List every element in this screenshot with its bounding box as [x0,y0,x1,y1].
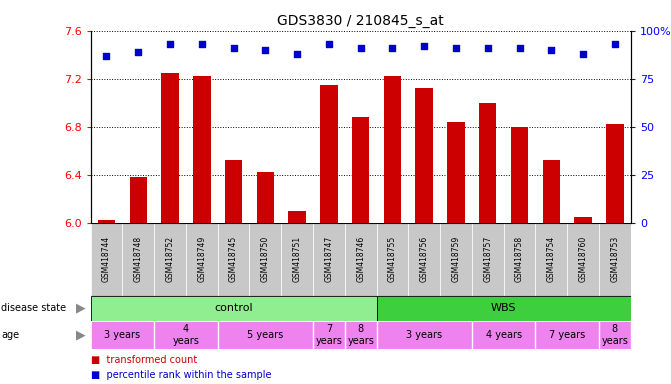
FancyBboxPatch shape [91,321,154,349]
Bar [320,85,338,223]
Text: 4
years: 4 years [172,324,199,346]
Text: 5 years: 5 years [247,330,283,340]
FancyBboxPatch shape [567,223,599,296]
Point [387,45,398,51]
Bar [193,76,211,223]
Bar [256,172,274,223]
Text: GSM418745: GSM418745 [229,236,238,282]
Point [482,45,493,51]
Text: GSM418747: GSM418747 [324,236,333,282]
FancyBboxPatch shape [599,321,631,349]
FancyBboxPatch shape [154,223,186,296]
FancyBboxPatch shape [313,223,345,296]
Bar [352,117,370,223]
FancyBboxPatch shape [217,321,313,349]
FancyBboxPatch shape [91,296,376,321]
Text: age: age [1,330,19,340]
Point [609,41,620,47]
Bar [225,161,242,223]
Point [260,47,270,53]
Text: GSM418755: GSM418755 [388,236,397,282]
Title: GDS3830 / 210845_s_at: GDS3830 / 210845_s_at [277,14,444,28]
Text: GSM418757: GSM418757 [483,236,493,282]
Point [133,49,144,55]
Point [356,45,366,51]
Point [228,45,239,51]
FancyBboxPatch shape [376,321,472,349]
FancyBboxPatch shape [250,223,281,296]
FancyBboxPatch shape [376,296,631,321]
FancyBboxPatch shape [599,223,631,296]
FancyBboxPatch shape [472,321,535,349]
Text: GSM418753: GSM418753 [611,236,619,282]
Text: GSM418752: GSM418752 [166,236,174,282]
Point [546,47,557,53]
Text: GSM418759: GSM418759 [452,236,460,282]
Text: 7
years: 7 years [315,324,342,346]
Bar [543,161,560,223]
Point [164,41,175,47]
Text: GSM418746: GSM418746 [356,236,365,282]
Point [451,45,462,51]
FancyBboxPatch shape [345,321,376,349]
FancyBboxPatch shape [535,223,567,296]
Bar [574,217,592,223]
Bar [161,73,178,223]
Text: 7 years: 7 years [549,330,585,340]
Text: GSM418760: GSM418760 [578,236,588,282]
Bar [289,211,306,223]
Point [197,41,207,47]
Text: ■  percentile rank within the sample: ■ percentile rank within the sample [91,370,271,380]
Text: ▶: ▶ [76,329,85,341]
Text: GSM418749: GSM418749 [197,236,206,282]
FancyBboxPatch shape [313,321,345,349]
Bar [448,122,465,223]
FancyBboxPatch shape [122,223,154,296]
Bar [479,103,497,223]
FancyBboxPatch shape [281,223,313,296]
FancyBboxPatch shape [186,223,217,296]
Text: GSM418751: GSM418751 [293,236,302,282]
Text: 8
years: 8 years [347,324,374,346]
FancyBboxPatch shape [472,223,504,296]
Bar [511,127,528,223]
Point [419,43,429,49]
FancyBboxPatch shape [535,321,599,349]
Bar [606,124,623,223]
Bar [98,220,115,223]
Text: 8
years: 8 years [601,324,628,346]
Text: GSM418758: GSM418758 [515,236,524,282]
Text: disease state: disease state [1,303,66,313]
Point [292,51,303,57]
Bar [384,76,401,223]
Text: GSM418754: GSM418754 [547,236,556,282]
Text: GSM418744: GSM418744 [102,236,111,282]
Text: 3 years: 3 years [406,330,442,340]
Text: GSM418756: GSM418756 [419,236,429,282]
Text: 3 years: 3 years [104,330,140,340]
FancyBboxPatch shape [504,223,535,296]
Text: GSM418748: GSM418748 [134,236,143,282]
Point [323,41,334,47]
Bar [415,88,433,223]
FancyBboxPatch shape [154,321,217,349]
Text: ■  transformed count: ■ transformed count [91,355,197,365]
FancyBboxPatch shape [376,223,409,296]
Text: ▶: ▶ [76,302,85,314]
Text: GSM418750: GSM418750 [261,236,270,282]
Point [514,45,525,51]
FancyBboxPatch shape [345,223,376,296]
FancyBboxPatch shape [409,223,440,296]
Text: 4 years: 4 years [486,330,522,340]
Bar [130,177,147,223]
Text: control: control [214,303,253,313]
Text: WBS: WBS [491,303,517,313]
FancyBboxPatch shape [91,223,122,296]
Point [101,53,112,59]
FancyBboxPatch shape [440,223,472,296]
Point [578,51,588,57]
FancyBboxPatch shape [217,223,250,296]
